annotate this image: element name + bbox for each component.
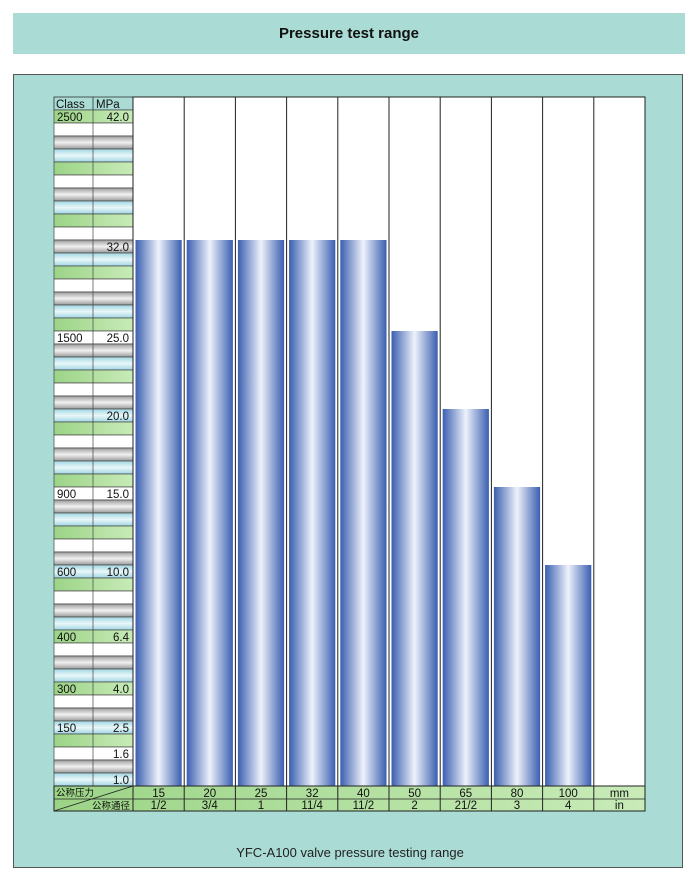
scale-band — [53, 135, 134, 150]
scale-band — [53, 733, 134, 748]
mpa-tick-label: 42.0 — [107, 112, 129, 124]
class-tick-label: 400 — [57, 632, 76, 644]
scale-band — [53, 447, 134, 462]
size-inch-label: 21/2 — [455, 800, 477, 812]
scale-band — [53, 668, 134, 683]
mpa-header-label: MPa — [96, 99, 120, 111]
scale-band — [53, 538, 134, 553]
pressure-bar — [237, 240, 285, 786]
pressure-bar — [340, 240, 387, 786]
class-tick-label: 1500 — [57, 333, 83, 345]
scale-band — [53, 590, 134, 605]
scale-band — [53, 421, 134, 436]
scale-band — [53, 291, 134, 306]
scale-band — [53, 161, 134, 176]
scale-band — [53, 226, 134, 241]
scale-band — [53, 473, 134, 488]
pressure-bar — [135, 240, 182, 786]
mpa-tick-label: 25.0 — [107, 333, 129, 345]
size-inch-label: 1/2 — [151, 800, 167, 812]
page-title: Pressure test range — [278, 25, 420, 42]
size-inch-label: 3 — [514, 800, 520, 812]
scale-band — [53, 616, 134, 631]
scale-band — [53, 369, 134, 384]
mpa-tick-label: 1.6 — [113, 749, 129, 761]
size-mm-label: 80 — [511, 788, 524, 800]
scale-band — [53, 356, 134, 371]
scale-band — [53, 200, 134, 215]
scale-band — [53, 655, 134, 670]
size-inch-label: 11/4 — [301, 800, 323, 812]
class-header-label: Class — [56, 99, 85, 111]
mpa-tick-label: 32.0 — [107, 242, 129, 254]
size-inch-label: 1 — [258, 800, 264, 812]
scale-band — [53, 304, 134, 319]
scale-band — [53, 148, 134, 163]
title-banner: Pressure test range — [13, 13, 685, 54]
pressure-bar — [391, 331, 438, 786]
size-mm-label: 40 — [357, 788, 370, 800]
scale-band — [53, 759, 134, 774]
footer-diagonal — [53, 785, 134, 812]
scale-band — [53, 642, 134, 657]
scale-band — [53, 434, 134, 449]
scale-band — [53, 122, 134, 137]
size-mm-label: 20 — [203, 788, 216, 800]
pressure-bar — [186, 240, 233, 786]
size-mm-label: 25 — [255, 788, 268, 800]
scale-band — [53, 694, 134, 709]
scale-band — [53, 603, 134, 618]
size-mm-label: 100 — [559, 788, 578, 800]
unit-mm-label: mm — [610, 788, 629, 800]
mpa-tick-label: 10.0 — [107, 567, 129, 579]
scale-band — [53, 187, 134, 202]
class-tick-label: 150 — [57, 723, 76, 735]
nominal-pressure-label: 公称压力 — [56, 787, 94, 799]
size-inch-label: 2 — [411, 800, 417, 812]
scale-band — [53, 551, 134, 566]
scale-band — [53, 577, 134, 592]
size-mm-label: 15 — [152, 788, 165, 800]
pressure-bar — [442, 409, 489, 786]
scale-band — [53, 278, 134, 293]
pressure-bar — [493, 487, 541, 786]
scale-band — [53, 382, 134, 397]
pressure-bar — [545, 565, 592, 786]
scale-band — [53, 512, 134, 527]
scale-band — [53, 707, 134, 722]
size-inch-label: 3/4 — [202, 800, 219, 812]
mpa-tick-label: 4.0 — [113, 684, 129, 696]
scale-band — [53, 460, 134, 475]
mpa-tick-label: 2.5 — [113, 723, 129, 735]
scale-band — [53, 343, 134, 358]
scale-band — [53, 395, 134, 410]
mpa-tick-label: 15.0 — [107, 489, 129, 501]
mpa-tick-label: 20.0 — [107, 411, 129, 423]
scale-band — [53, 252, 134, 267]
size-inch-label: 11/2 — [353, 800, 375, 812]
class-tick-label: 600 — [57, 567, 76, 579]
chart-caption: YFC-A100 valve pressure testing range — [236, 845, 464, 860]
scale-band — [53, 265, 134, 280]
size-mm-label: 50 — [408, 788, 421, 800]
unit-in-label: in — [615, 800, 624, 812]
size-mm-label: 65 — [459, 788, 472, 800]
scale-band — [53, 525, 134, 540]
scale-band — [53, 499, 134, 514]
scale-band — [53, 174, 134, 189]
class-tick-label: 300 — [57, 684, 76, 696]
mpa-tick-label: 1.0 — [113, 775, 129, 787]
size-inch-label: 4 — [565, 800, 572, 812]
class-tick-label: 2500 — [57, 112, 83, 124]
size-mm-label: 32 — [306, 788, 319, 800]
scale-band — [53, 317, 134, 332]
pressure-bar — [289, 240, 336, 786]
nominal-diameter-label: 公称通径 — [92, 800, 131, 812]
class-tick-label: 900 — [57, 489, 76, 501]
mpa-tick-label: 6.4 — [113, 632, 130, 644]
footer-band — [53, 785, 646, 812]
scale-band — [53, 213, 134, 228]
